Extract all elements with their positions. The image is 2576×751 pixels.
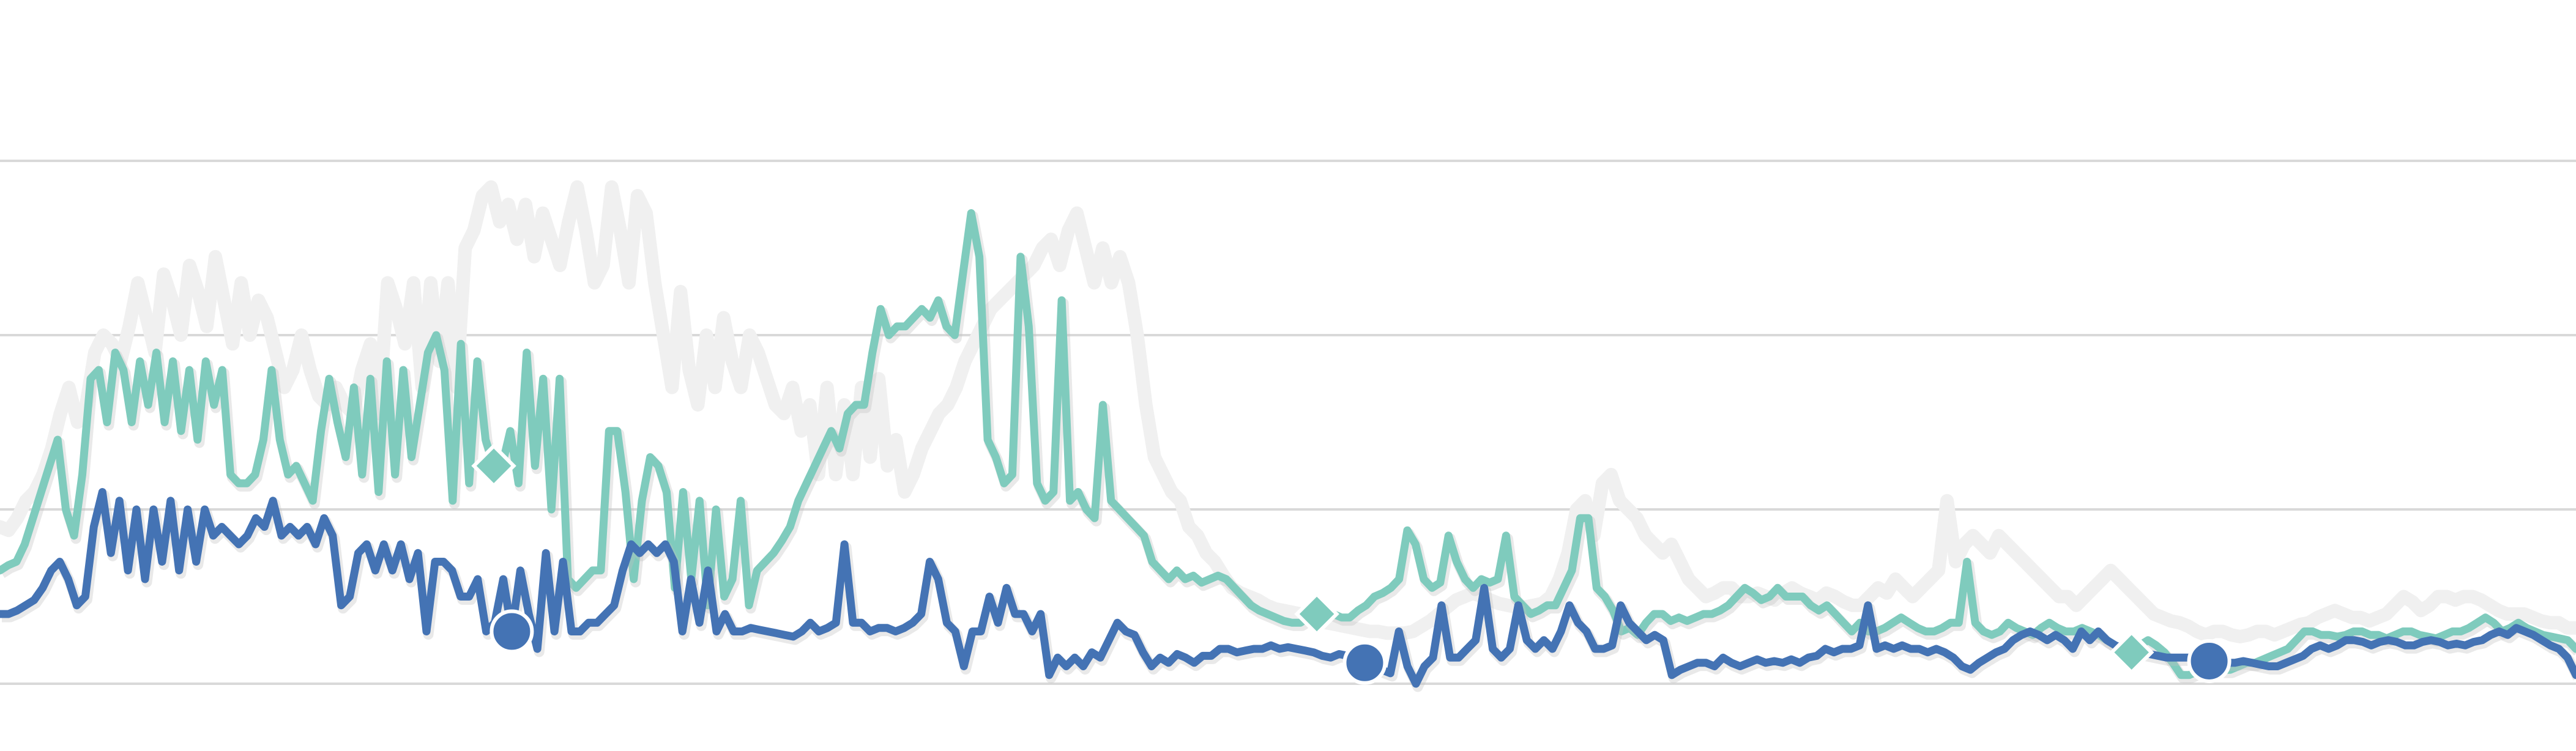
- marker-teal-0: [471, 443, 516, 489]
- marker-blue-0: [490, 609, 534, 654]
- marker-blue-1: [1342, 640, 1387, 685]
- series-group: [0, 180, 2576, 692]
- series-line-gray: [0, 180, 2576, 643]
- markers-group: [471, 443, 2232, 685]
- marker-teal-2: [2109, 629, 2154, 675]
- marker-blue-2: [2187, 638, 2232, 683]
- series-line-teal: [0, 209, 2576, 679]
- marker-teal-1: [1294, 591, 1339, 637]
